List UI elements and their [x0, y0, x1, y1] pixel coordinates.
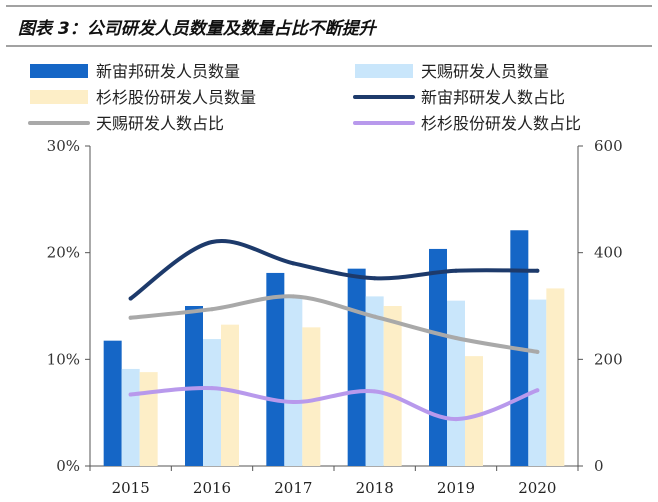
legend-label-1: 天赐研发人员数量 [421, 62, 549, 81]
x-tick-label-2018: 2018 [356, 479, 394, 497]
legend-label-5: 杉杉股份研发人数占比 [421, 114, 581, 133]
y-left-tick-label: 10% [47, 350, 80, 368]
bar-2-2019 [465, 356, 483, 466]
line-0 [128, 239, 540, 301]
bar-0-2015 [103, 340, 122, 466]
line-1-point-2019 [454, 336, 458, 340]
bar-2-2015 [139, 372, 158, 466]
bar-1-2018 [365, 296, 384, 466]
line-1-point-2017 [291, 294, 296, 299]
x-tick-label-2016: 2016 [193, 479, 231, 497]
line-0-point-2017 [291, 261, 296, 266]
y-right-tick-label: 0 [594, 457, 604, 475]
line-2-point-2018 [372, 389, 377, 394]
bar-1-2016 [203, 339, 221, 466]
line-1 [128, 294, 540, 354]
line-1-point-2016 [210, 307, 214, 312]
legend-label-4: 天赐研发人数占比 [96, 114, 224, 133]
y-right-tick-label: 400 [594, 244, 623, 262]
line-0-point-2015 [128, 296, 133, 301]
legend-swatch-1 [355, 64, 413, 78]
bar-0-2019 [429, 248, 447, 466]
bar-2-2018 [383, 306, 402, 466]
line-1-point-2018 [372, 314, 377, 319]
bar-0-2017 [266, 272, 285, 466]
legend-label-2: 杉杉股份研发人员数量 [96, 88, 256, 107]
x-tick-label-2017: 2017 [274, 479, 312, 497]
line-1-point-2020 [535, 349, 540, 354]
legend-label-0: 新宙邦研发人员数量 [96, 62, 240, 81]
legend-label-3: 新宙邦研发人数占比 [421, 88, 565, 107]
x-tick-label-2020: 2020 [518, 479, 556, 497]
x-tick-label-2019: 2019 [437, 479, 475, 497]
y-left-tick-label: 0% [56, 457, 80, 475]
bar-1-2019 [447, 300, 465, 466]
y-right-tick-label: 200 [594, 350, 623, 368]
bar-2-2017 [302, 327, 321, 466]
line-series [128, 239, 540, 422]
line-0-point-2020 [535, 268, 540, 273]
line-0-point-2016 [210, 240, 214, 244]
bar-1-2015 [121, 368, 140, 466]
line-2-point-2020 [535, 388, 540, 393]
bar-1-2017 [284, 295, 303, 466]
y-left-tick-label: 30% [47, 137, 80, 155]
bar-2-2020 [546, 288, 565, 466]
line-0-point-2018 [372, 276, 377, 281]
line-1-point-2015 [128, 315, 133, 320]
legend-swatch-2 [30, 90, 88, 104]
bar-0-2018 [347, 268, 366, 466]
line-2-point-2016 [210, 386, 214, 391]
line-0-point-2019 [454, 268, 458, 273]
bar-0-2016 [185, 306, 203, 466]
bar-1-2020 [528, 299, 547, 466]
line-2-point-2019 [454, 417, 458, 422]
axes: 0% 0 10% 200 20% 400 30% 600 2015 2016 2017 2018 201… [47, 137, 623, 497]
line-2-point-2015 [128, 392, 133, 397]
legend-swatch-0 [30, 64, 88, 78]
y-left-tick-label: 20% [47, 244, 80, 262]
chart-title: 图表 3：公司研发人员数量及数量占比不断提升 [18, 19, 378, 39]
line-2-point-2017 [291, 400, 296, 404]
bar-2-2016 [221, 324, 239, 466]
x-tick-label-2015: 2015 [112, 479, 150, 497]
y-right-tick-label: 600 [594, 137, 623, 155]
line-2 [128, 385, 540, 422]
